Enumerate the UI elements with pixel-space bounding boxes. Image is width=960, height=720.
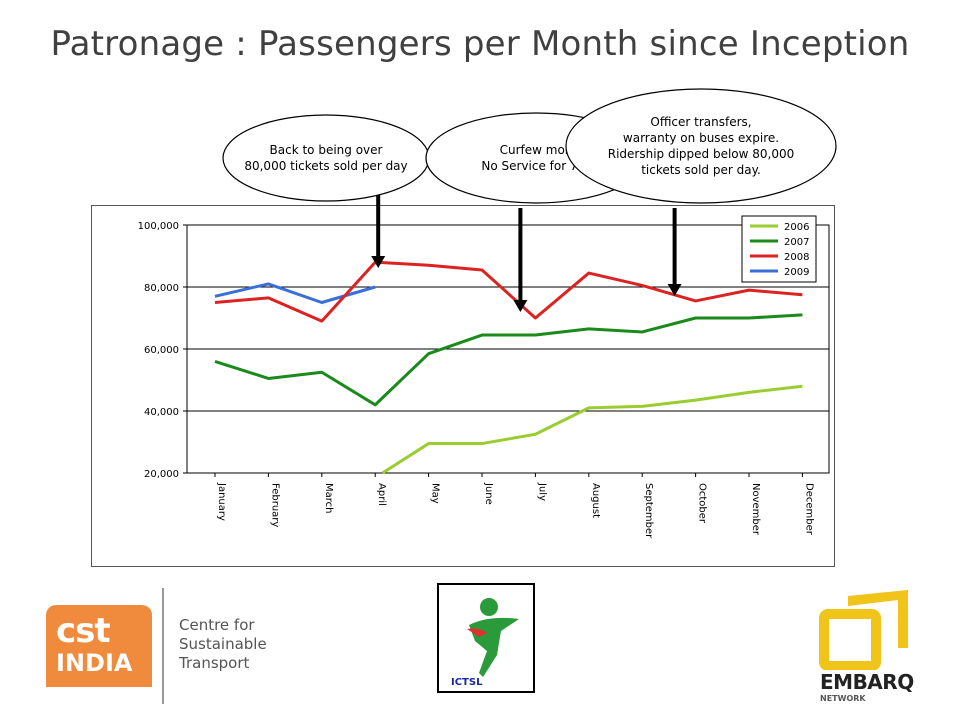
annotation-text: tickets sold per day. [641, 163, 761, 177]
cst-name-line-3: Transport [179, 654, 250, 672]
x-tick-label: August [590, 483, 601, 518]
x-tick-label: April [376, 483, 387, 506]
x-tick-label: November [750, 483, 761, 536]
embarq-squares-icon [819, 590, 908, 671]
series-line-2007 [214, 313, 803, 407]
x-tick-label: December [803, 483, 814, 536]
series-line-2006 [381, 384, 803, 475]
cst-logo-country: INDIA [56, 649, 133, 677]
annotation-text: Ridership dipped below 80,000 [608, 147, 795, 161]
y-tick-label: 60,000 [144, 345, 179, 356]
y-tick-label: 40,000 [144, 407, 179, 418]
ictsl-badge: ICTSL [451, 677, 483, 688]
cst-full-name: Centre for Sustainable Transport [179, 616, 267, 673]
annotations: Back to being over 80,000 tickets sold pe… [222, 88, 837, 312]
y-tick-label: 100,000 [138, 221, 179, 232]
legend: 2006 2007 2008 2009 [741, 215, 817, 283]
legend-label-2007: 2007 [784, 237, 809, 248]
ictsl-figure-icon [467, 598, 519, 677]
cst-name-line-2: Sustainable [179, 635, 267, 653]
annotation-text: Officer transfers, [650, 115, 751, 129]
annotation-arrow-head [371, 256, 386, 268]
embarq-logo: EMBARQ NETWORK [818, 588, 918, 704]
series-layer [214, 260, 803, 475]
x-tick-label: February [269, 483, 280, 527]
cst-logo-box [46, 605, 152, 687]
legend-label-2008: 2008 [784, 252, 809, 263]
annotation-text: 80,000 tickets sold per day [244, 159, 407, 173]
series-line-2008 [214, 260, 803, 323]
annotation-bubble [565, 88, 837, 204]
grid-layer: 20,000 40,000 60,000 80,000 100,000 January Fe… [138, 221, 830, 539]
y-tick-label: 80,000 [144, 283, 179, 294]
y-tick-label: 20,000 [144, 469, 179, 480]
cst-name-line-1: Centre for [179, 616, 255, 634]
x-tick-label: May [430, 483, 441, 504]
embarq-network-label: NETWORK [820, 694, 866, 703]
x-tick-label: September [643, 483, 654, 539]
cst-logo-text: cst [56, 611, 111, 651]
x-tick-label: July [536, 482, 547, 501]
logo-divider [162, 588, 164, 704]
embarq-wordmark: EMBARQ [820, 670, 914, 694]
annotation-arrow-head [667, 284, 682, 296]
annotation-text: No Service for 7 D [481, 159, 590, 173]
annotation-text: Curfew mon [500, 143, 573, 157]
x-tick-label: March [323, 483, 334, 513]
x-tick-label: October [697, 483, 708, 524]
annotation-text: warranty on buses expire. [623, 131, 779, 145]
series-line-2009 [214, 282, 376, 304]
annotation-bubble [222, 114, 430, 202]
cst-india-logo: cst INDIA [46, 605, 152, 687]
annotation-arrow-head [513, 300, 528, 312]
page-title: Patronage : Passengers per Month since I… [50, 24, 910, 64]
x-tick-label: January [216, 482, 227, 521]
x-tick-label: June [483, 482, 494, 505]
legend-label-2009: 2009 [784, 267, 809, 278]
legend-label-2006: 2006 [784, 222, 809, 233]
ictsl-logo: ICTSL [437, 583, 535, 693]
annotation-text: Back to being over [270, 143, 383, 157]
